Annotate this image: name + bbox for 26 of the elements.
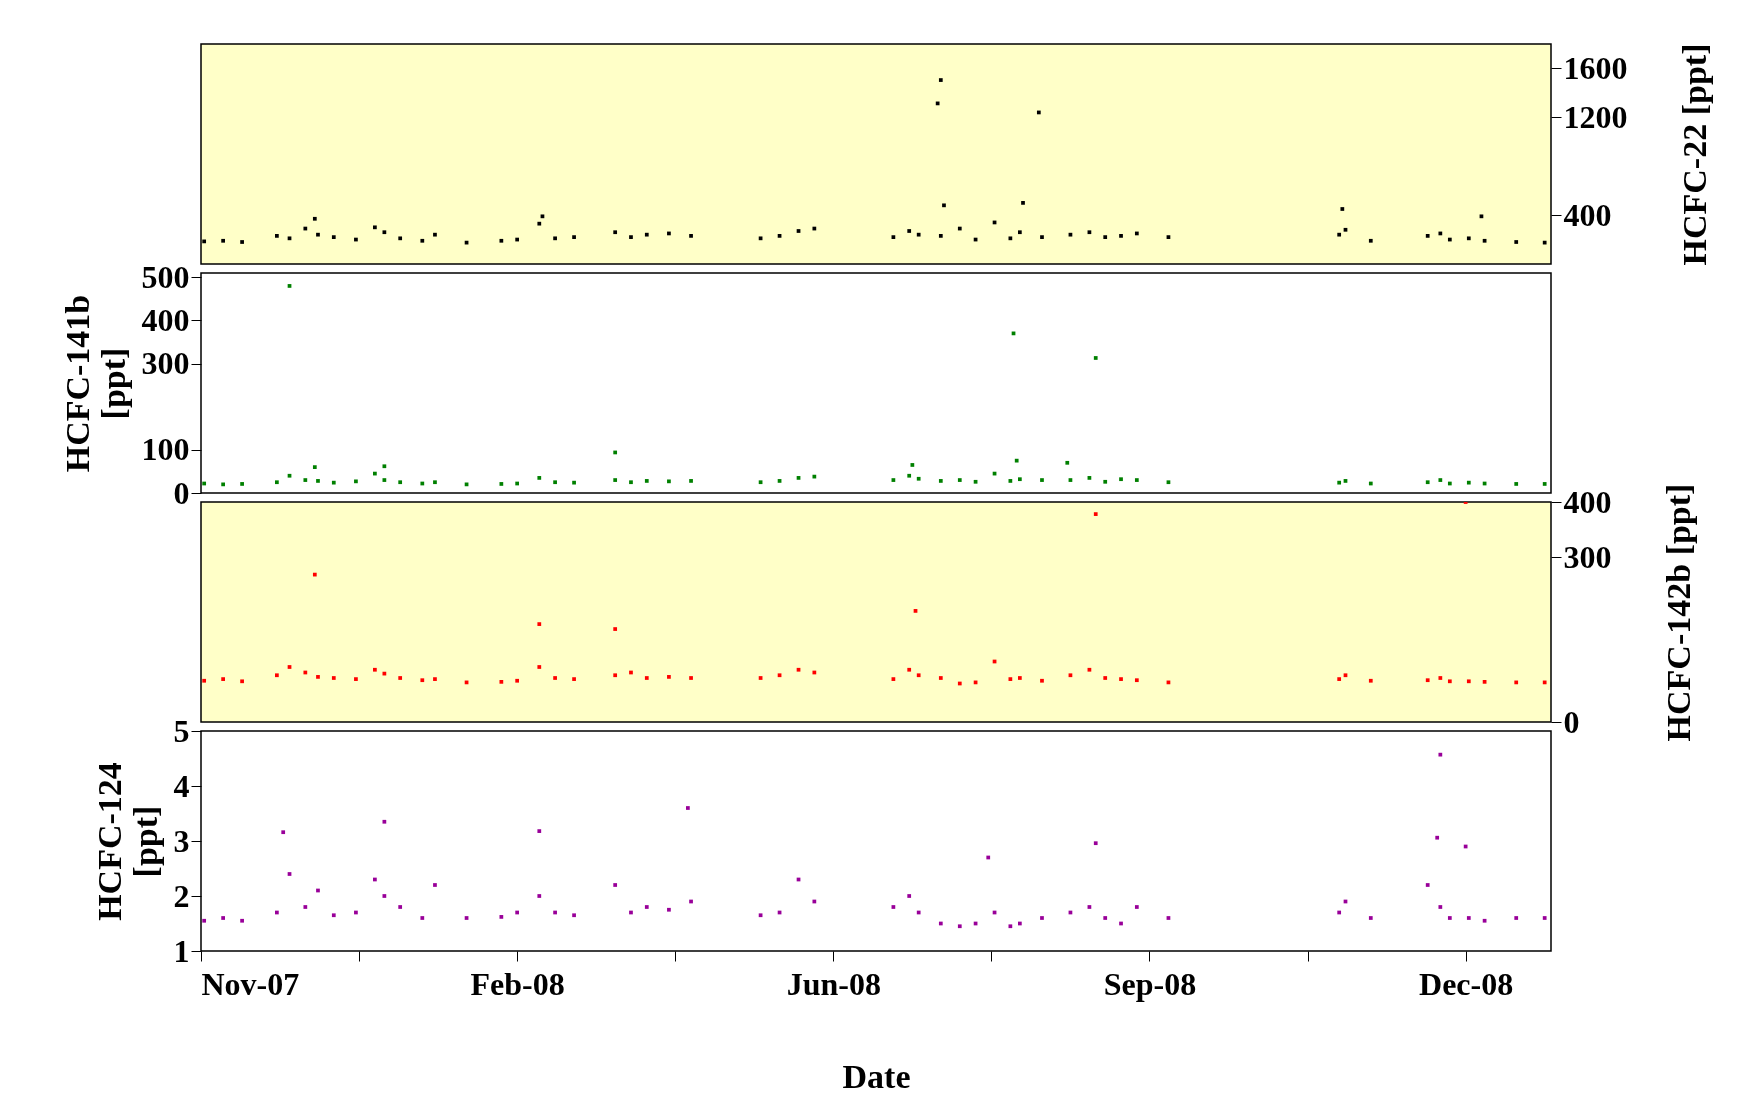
- y-axis-title: HCFC-124 [ppt]: [90, 762, 164, 921]
- x-tick-label: Nov-07: [201, 965, 300, 1002]
- y2-tick-label: 400: [1563, 483, 1612, 520]
- x-tick-label: Dec-08: [1419, 965, 1514, 1002]
- y2-axis-title: HCFC-22 [ppt]: [1675, 43, 1713, 266]
- x-tick-label: Feb-08: [470, 965, 565, 1002]
- y-tick-label: 400: [141, 301, 190, 338]
- y-tick-label: 2: [173, 877, 190, 914]
- y-tick-label: 1: [173, 932, 190, 969]
- y-tick-label: 500: [141, 258, 190, 295]
- y-tick-label: 4: [173, 767, 190, 804]
- x-axis-title: Date: [842, 1057, 911, 1095]
- y2-tick-label: 400: [1563, 196, 1612, 233]
- y2-axis-title: HCFC-142b [ppt]: [1659, 483, 1697, 742]
- y-tick-label: 0: [173, 474, 190, 511]
- y-axis-title: HCFC-141b [ppt]: [58, 294, 132, 473]
- y-tick-label: 3: [173, 822, 190, 859]
- y-tick-label: 100: [141, 431, 190, 468]
- y-tick-label: 300: [141, 345, 190, 382]
- y2-tick-label: 300: [1563, 538, 1612, 575]
- x-tick-label: Jun-08: [786, 965, 881, 1002]
- y-tick-label: 5: [173, 712, 190, 749]
- y2-tick-label: 1600: [1563, 49, 1628, 86]
- y2-tick-label: 0: [1563, 703, 1580, 740]
- x-tick-label: Sep-08: [1103, 965, 1197, 1002]
- y2-tick-label: 1200: [1563, 98, 1628, 135]
